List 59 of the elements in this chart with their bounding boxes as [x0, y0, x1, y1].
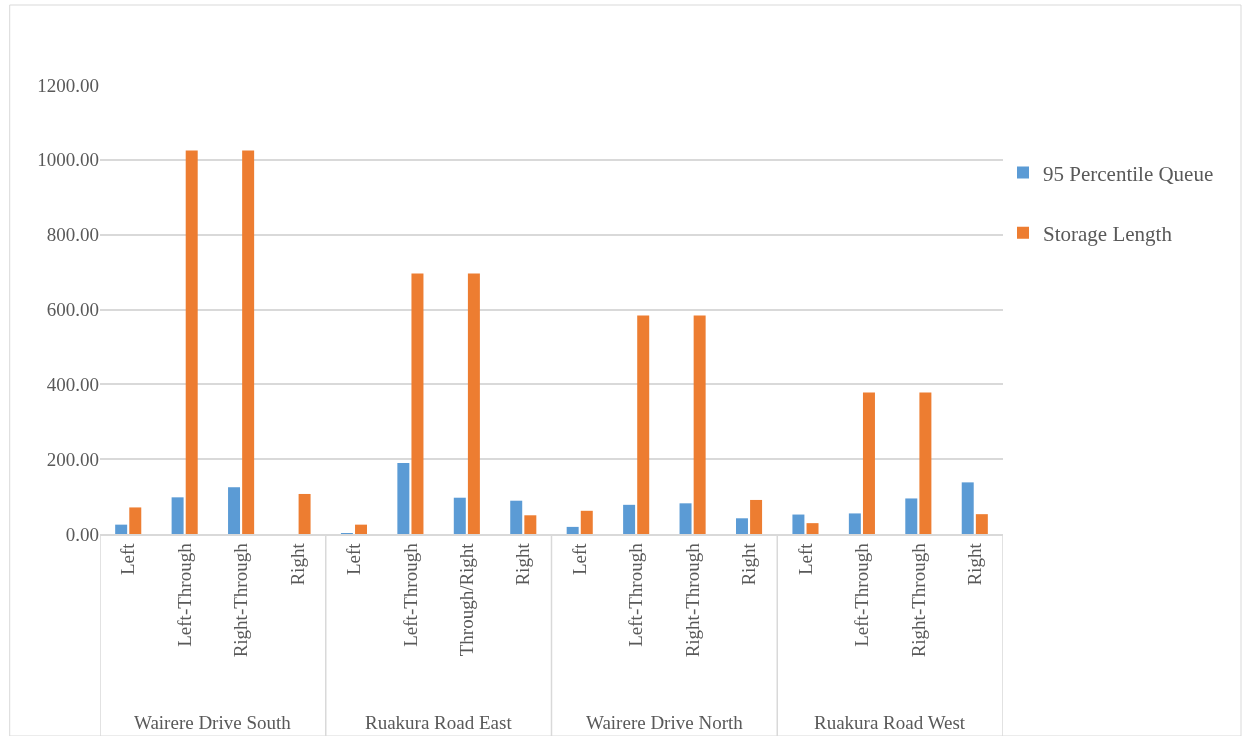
text: Wairere Drive South [134, 712, 292, 733]
bar [453, 497, 466, 534]
x-tick-label: Right [963, 542, 985, 586]
legend-label: Storage Length [1043, 221, 1173, 246]
bar [185, 150, 198, 534]
x-tick-label: Right [738, 542, 760, 586]
y-tick-label: 800.00 [46, 224, 99, 246]
text: Ruakura Road East [365, 712, 513, 733]
x-tick-label: Left-Through [399, 542, 421, 647]
text: Ruakura Road West [814, 712, 966, 733]
bar [848, 513, 861, 534]
y-tick-label: 1200.00 [37, 74, 99, 96]
bar [961, 482, 974, 534]
text: Wairere Drive North [586, 712, 744, 733]
y-tick-label: 600.00 [46, 299, 99, 321]
bar [397, 462, 410, 534]
bar [467, 273, 480, 534]
x-tick-label: Left-Through [851, 542, 873, 647]
y-tick-label: 200.00 [46, 448, 99, 470]
x-tick-label: Right-Through [681, 542, 703, 658]
bar [171, 497, 184, 534]
bar [919, 392, 932, 534]
bar [411, 273, 424, 534]
bar [115, 524, 128, 534]
x-tick-label: Right-Through [230, 542, 252, 658]
x-tick-label: Left-Through [173, 542, 195, 647]
bar [637, 315, 650, 534]
bar [580, 510, 593, 534]
bar [750, 499, 763, 534]
x-tick-label: Right-Through [907, 542, 929, 658]
bar [806, 523, 819, 534]
legend-label: 95 Percentile Queue [1043, 161, 1214, 186]
bar [566, 526, 579, 534]
x-tick-label: Left [794, 542, 816, 576]
x-tick-label: Right [512, 542, 534, 586]
bar [242, 150, 255, 534]
bar [792, 514, 805, 534]
bar [355, 524, 368, 534]
bar [862, 392, 875, 534]
x-tick-label: Right [286, 542, 308, 586]
y-tick-label: 0.00 [65, 523, 99, 545]
bar [905, 498, 918, 534]
bar [975, 514, 988, 534]
x-tick-label: Left [343, 542, 365, 576]
bar [228, 487, 241, 534]
bar [510, 500, 523, 534]
bar [679, 503, 692, 534]
bar [735, 518, 748, 534]
y-tick-label: 400.00 [46, 373, 99, 395]
x-tick-label: Through/Right [456, 542, 478, 657]
x-tick-label: Left [568, 542, 590, 576]
bar [623, 504, 636, 534]
bar [693, 315, 706, 534]
x-tick-label: Left [117, 542, 139, 576]
x-tick-label: Left-Through [625, 542, 647, 647]
bar [129, 507, 142, 534]
bar [524, 515, 537, 534]
y-tick-label: 1000.00 [37, 149, 99, 171]
bar [298, 493, 311, 534]
